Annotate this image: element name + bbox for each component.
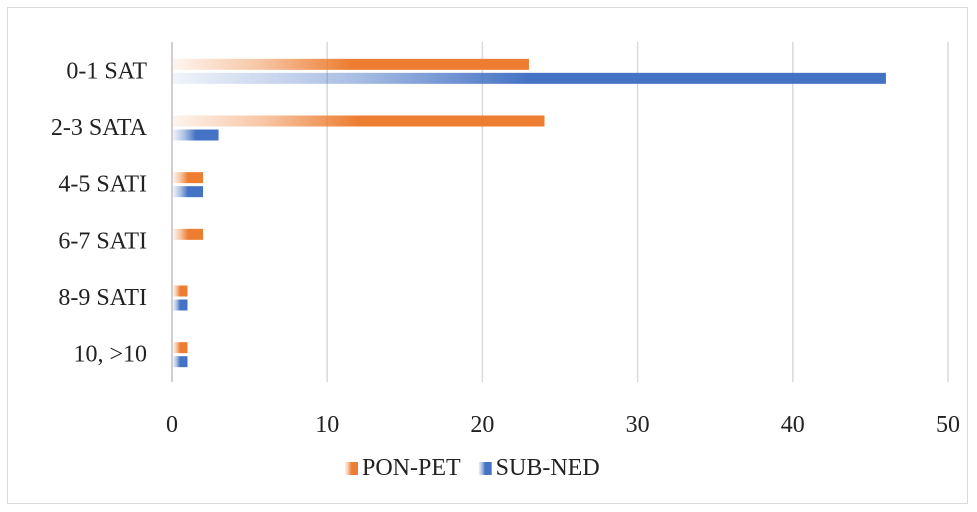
gridlines [171,42,949,382]
bars [173,58,886,368]
category-label: 2-3 SATA [51,115,148,141]
legend-swatch [478,462,492,475]
bar-sub-ned [173,356,188,368]
bar-sub-ned [173,186,204,198]
x-tick-label: 40 [781,412,805,438]
x-tick-label: 50 [936,412,960,438]
x-tick-label: 30 [626,412,650,438]
category-label: 6-7 SATI [58,228,147,254]
x-tick-label: 20 [470,412,494,438]
bar-sub-ned [173,72,886,84]
category-label: 8-9 SATI [58,285,147,311]
category-labels: 0-1 SAT 2-3 SATA 4-5 SATI 6-7 SATI 8-9 SATI 1… [51,58,148,367]
x-tick-labels: 0 10 20 30 40 50 [166,412,960,438]
category-label: 0-1 SAT [66,58,147,84]
chart-frame [7,7,968,504]
bar-pon-pet [173,172,204,184]
bar-pon-pet [173,115,545,127]
bar-sub-ned [173,299,188,311]
category-label: 4-5 SATI [58,172,147,198]
legend-label: PON-PET [362,455,461,481]
bar-sub-ned [173,129,219,141]
legend-label: SUB-NED [496,455,600,481]
x-tick-label: 0 [166,412,178,438]
bar-pon-pet [173,342,188,354]
bar-pon-pet [173,285,188,297]
legend-swatch [345,462,358,475]
bar-pon-pet [173,228,204,240]
x-tick-label: 10 [315,412,339,438]
bar-pon-pet [173,58,529,70]
category-label: 10, >10 [73,342,147,368]
legend: PON-PET SUB-NED [345,455,600,481]
